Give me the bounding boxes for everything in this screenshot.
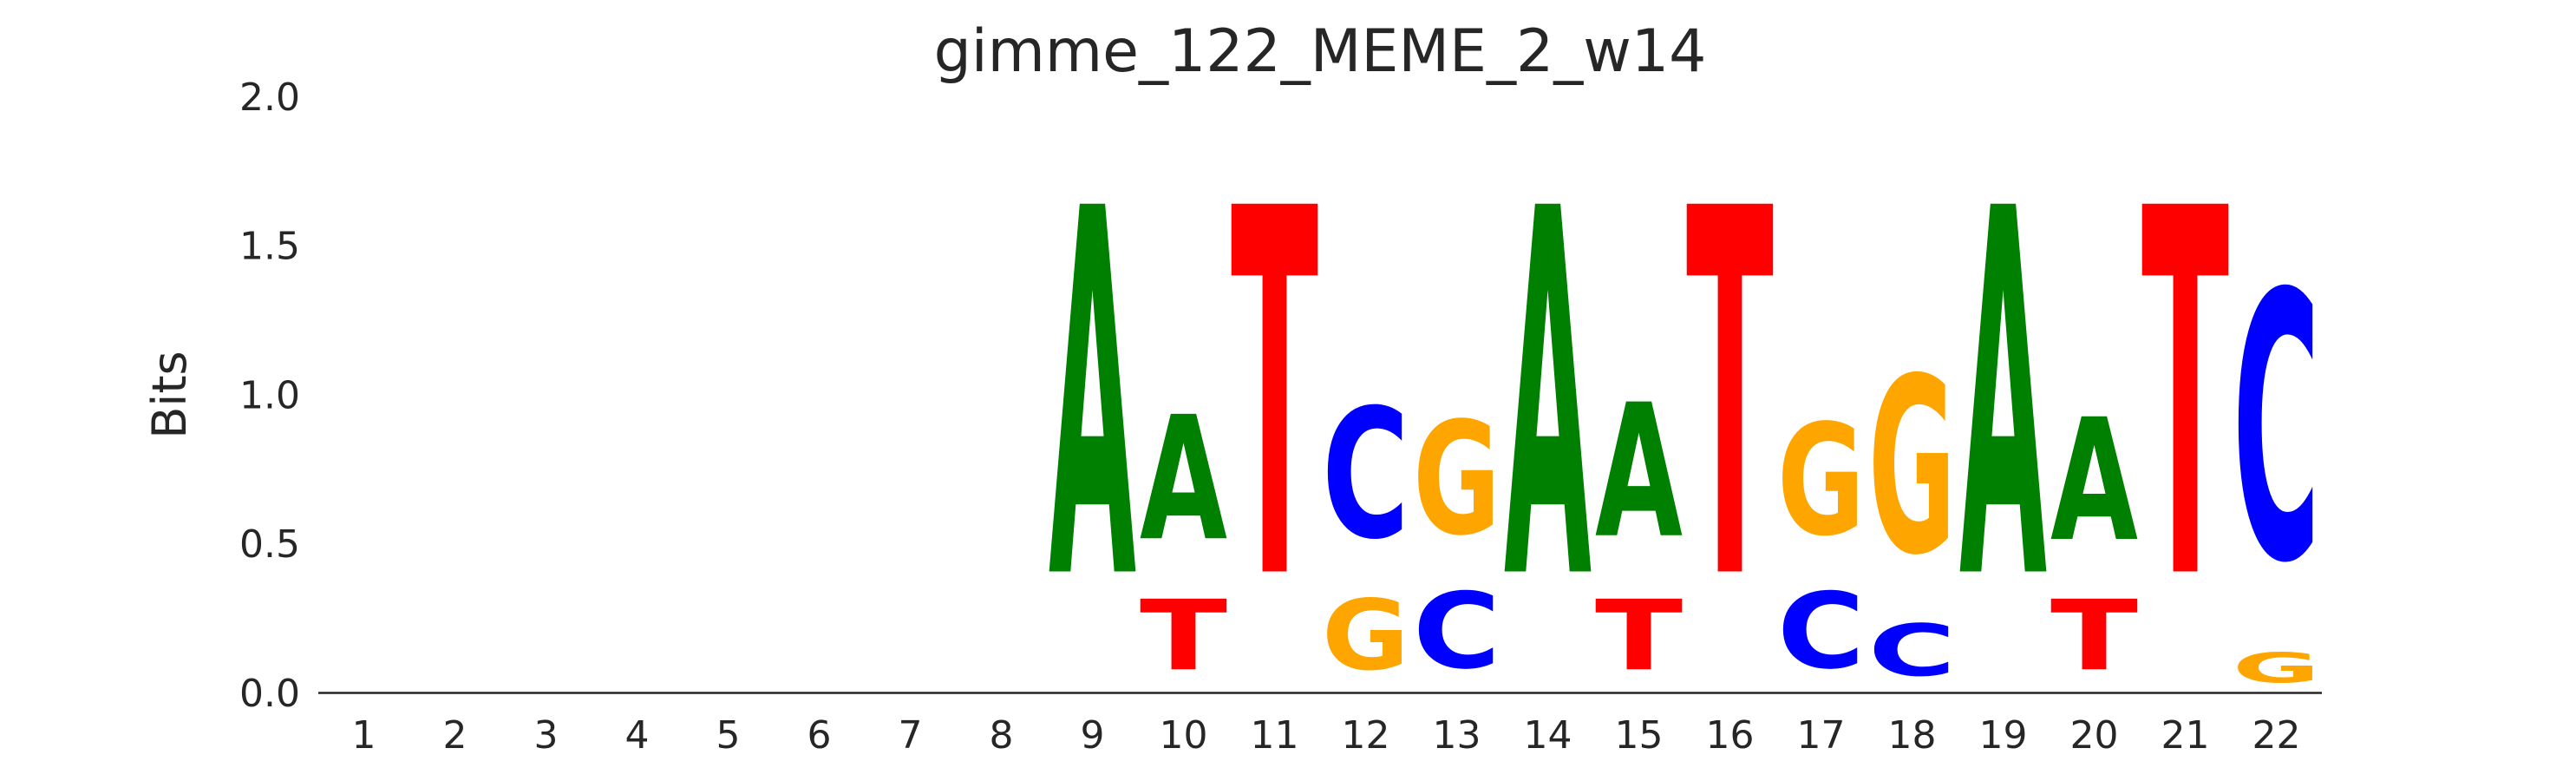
x-tick-label: 19	[1979, 713, 2028, 758]
logo-letter-T-pos15: T	[1595, 579, 1683, 692]
x-tick-labels: 1 2 3 4 5 6 7 8 9 10 11 12 13 14 15 16 17 18 19 20 21 22	[352, 713, 2301, 758]
x-tick-label: 11	[1251, 713, 1299, 758]
logo-letter-G-pos13: G	[1413, 390, 1500, 571]
y-tick-label: 1.0	[239, 373, 300, 417]
logo-letter-A-pos20: A	[2050, 383, 2138, 578]
x-tick-label: 5	[716, 713, 741, 758]
x-tick-label: 21	[2161, 713, 2210, 758]
logo-letter-A-pos14: A	[1504, 104, 1592, 691]
y-tick-label: 0.5	[239, 522, 300, 567]
x-tick-label: 17	[1797, 713, 1846, 758]
x-tick-label: 3	[534, 713, 559, 758]
x-tick-label: 4	[625, 713, 650, 758]
logo-letter-T-pos10: T	[1140, 579, 1227, 692]
logo-letter-T-pos11: T	[1231, 104, 1319, 692]
x-tick-label: 12	[1342, 713, 1390, 758]
plot-title: gimme_122_MEME_2_w14	[934, 17, 1707, 86]
x-tick-label: 18	[1888, 713, 1937, 758]
x-tick-label: 16	[1706, 713, 1755, 758]
y-tick-label: 1.5	[239, 225, 300, 269]
logo-letter-T-pos21: T	[2141, 104, 2230, 692]
x-tick-label: 9	[1081, 713, 1105, 758]
logo-letter-A-pos15: A	[1595, 366, 1683, 579]
x-tick-label: 2	[443, 713, 467, 758]
logo-letter-C-pos22: C	[2233, 217, 2320, 644]
x-tick-label: 15	[1615, 713, 1664, 758]
x-tick-label: 13	[1433, 713, 1481, 758]
logo-letter-C-pos13: C	[1413, 571, 1500, 692]
logo-letter-C-pos18: C	[1868, 609, 1956, 692]
x-tick-label: 20	[2070, 713, 2119, 758]
logo-letter-T-pos16: T	[1686, 104, 1775, 692]
y-tick-label: 0.0	[239, 672, 300, 716]
logo-letter-T-pos20: T	[2050, 579, 2138, 692]
y-tick-label: 2.0	[239, 75, 300, 120]
logo-letter-A-pos10: A	[1140, 381, 1227, 580]
x-tick-label: 1	[352, 713, 376, 758]
x-tick-label: 6	[807, 713, 832, 758]
y-axis-label: Bits	[142, 351, 197, 438]
x-tick-label: 8	[990, 713, 1014, 758]
y-tick-labels: 2.0 1.5 1.0 0.5 0.0	[239, 75, 300, 716]
logo-letter-G-pos12: G	[1322, 580, 1409, 692]
logo-letter-G-pos18: G	[1868, 326, 1956, 608]
logo-letter-A-pos9: A	[1049, 104, 1137, 691]
x-tick-label: 22	[2252, 713, 2301, 758]
logo-letter-C-pos12: C	[1322, 372, 1409, 580]
logo-letter-C-pos17: C	[1777, 571, 1865, 692]
x-tick-label: 14	[1524, 713, 1572, 758]
x-tick-label: 10	[1160, 713, 1208, 758]
x-tick-label: 7	[899, 713, 923, 758]
logo-letter-G-pos22: G	[2233, 645, 2320, 692]
logo-letter-A-pos19: A	[1959, 104, 2048, 691]
logo-letter-G-pos17: G	[1777, 391, 1865, 569]
